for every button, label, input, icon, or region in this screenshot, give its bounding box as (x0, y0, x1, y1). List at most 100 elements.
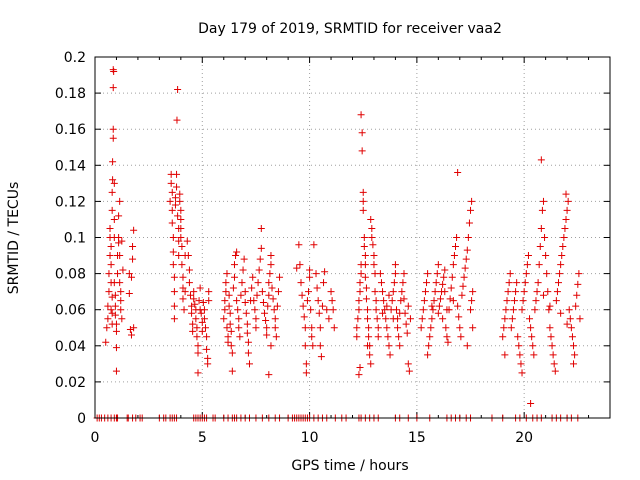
data-point (506, 270, 514, 278)
data-point (263, 331, 271, 339)
data-point (226, 309, 234, 317)
data-point (531, 306, 539, 314)
data-point (108, 206, 116, 214)
data-point (528, 333, 536, 341)
data-point (541, 234, 549, 241)
data-point (177, 206, 185, 214)
data-point (112, 367, 120, 375)
data-point (195, 297, 203, 305)
data-point (403, 329, 411, 337)
data-point (372, 297, 380, 305)
data-point (306, 266, 314, 274)
data-point (127, 273, 135, 281)
data-point (563, 320, 571, 328)
data-point (503, 297, 511, 305)
data-point (229, 284, 237, 292)
data-point (359, 197, 367, 205)
data-point (178, 243, 186, 251)
data-point (168, 206, 176, 214)
data-point (263, 324, 271, 332)
data-point (356, 288, 364, 296)
data-point (452, 243, 459, 251)
data-point (441, 266, 449, 274)
data-point (110, 179, 118, 187)
data-point (383, 324, 391, 332)
data-point (267, 261, 275, 269)
data-point (429, 306, 437, 314)
data-point (317, 353, 325, 361)
data-point (355, 371, 363, 379)
data-point (109, 125, 117, 133)
data-point (315, 309, 323, 317)
data-point (465, 219, 473, 227)
data-point (380, 297, 388, 305)
y-tick-label: 0.06 (55, 303, 86, 319)
data-point (185, 266, 193, 274)
data-point (173, 116, 181, 124)
data-point (364, 306, 372, 314)
data-point (244, 338, 252, 346)
data-point (516, 351, 524, 359)
data-point (513, 279, 521, 287)
data-point (435, 302, 443, 310)
data-point (353, 324, 361, 332)
data-point (306, 273, 314, 281)
y-tick-label: 0.1 (64, 231, 86, 247)
data-point (499, 333, 507, 341)
data-point (246, 360, 253, 368)
data-point (116, 279, 124, 287)
data-point (524, 252, 532, 260)
data-point (308, 324, 316, 332)
data-point (559, 243, 567, 251)
data-point (179, 295, 187, 303)
data-point (181, 288, 189, 296)
data-point (418, 315, 426, 323)
data-point (316, 324, 324, 332)
data-point (514, 333, 522, 341)
data-point (562, 190, 570, 198)
data-point (109, 176, 117, 184)
data-point (537, 156, 545, 164)
data-point (171, 201, 179, 209)
data-point (238, 279, 246, 287)
data-point (242, 309, 250, 317)
data-point (205, 297, 213, 305)
data-point (469, 324, 477, 332)
data-point (250, 297, 258, 305)
data-point (460, 273, 468, 281)
data-point (274, 288, 282, 296)
data-point (423, 279, 431, 287)
data-point (125, 270, 133, 278)
data-point (521, 279, 529, 287)
data-point (560, 234, 568, 241)
data-point (357, 111, 365, 119)
data-point (527, 324, 535, 332)
data-point (230, 273, 238, 281)
y-tick-label: 0.04 (55, 339, 86, 355)
data-point (426, 333, 434, 341)
data-point (228, 349, 236, 357)
data-point (193, 324, 201, 332)
data-point (323, 306, 331, 314)
data-point (574, 280, 582, 288)
data-point (456, 324, 464, 332)
data-point (167, 179, 175, 187)
data-point (262, 317, 270, 325)
data-point (389, 315, 397, 323)
data-point (112, 327, 120, 335)
y-tick-label: 0.08 (55, 267, 86, 283)
data-point (174, 212, 182, 220)
data-point (379, 309, 387, 317)
data-point (303, 297, 311, 305)
data-point (110, 215, 118, 223)
data-point (166, 197, 174, 205)
data-point (109, 158, 117, 166)
data-point (302, 369, 310, 377)
data-point (205, 288, 213, 296)
data-point (235, 315, 243, 323)
data-point (321, 268, 329, 276)
data-point (458, 291, 466, 299)
data-point (424, 270, 432, 278)
data-point (233, 297, 241, 305)
data-point (168, 188, 176, 196)
